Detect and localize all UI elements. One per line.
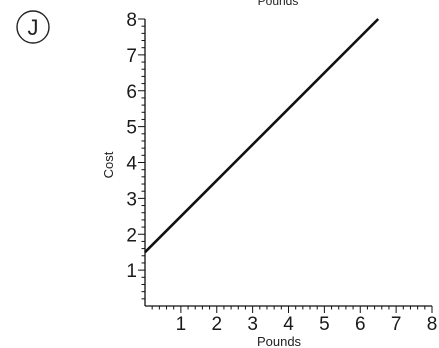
y-tick-label: 5 [126, 118, 137, 139]
x-axis-label: Pounds [257, 334, 302, 348]
y-axis-label: Cost [101, 151, 116, 178]
ticks [138, 18, 433, 313]
y-tick-label: 4 [126, 154, 137, 175]
y-tick-label: 3 [126, 189, 137, 210]
x-tick-label: 8 [427, 314, 438, 335]
series [144, 18, 380, 254]
y-tick-label: 2 [126, 225, 137, 246]
tick-labels: 1 2 3 4 5 6 7 8 1 2 3 4 5 6 7 8 [126, 10, 437, 335]
x-tick-label: 3 [247, 314, 258, 335]
option-letter: J [28, 15, 39, 40]
option-badge-circle [16, 10, 50, 44]
y-tick-label: 6 [126, 82, 137, 103]
axes [144, 19, 432, 307]
x-tick-label: 5 [319, 314, 330, 335]
y-tick-label: 8 [126, 10, 137, 31]
y-tick-label: 7 [126, 46, 137, 67]
series-line [144, 18, 380, 254]
chart-title: Pounds [258, 0, 299, 8]
option-badge: J [16, 10, 50, 44]
x-tick-label: 2 [211, 314, 222, 335]
x-tick-label: 6 [355, 314, 366, 335]
x-tick-label: 4 [283, 314, 294, 335]
x-tick-label: 1 [176, 314, 187, 335]
x-tick-label: 7 [391, 314, 402, 335]
y-tick-label: 1 [126, 261, 137, 282]
